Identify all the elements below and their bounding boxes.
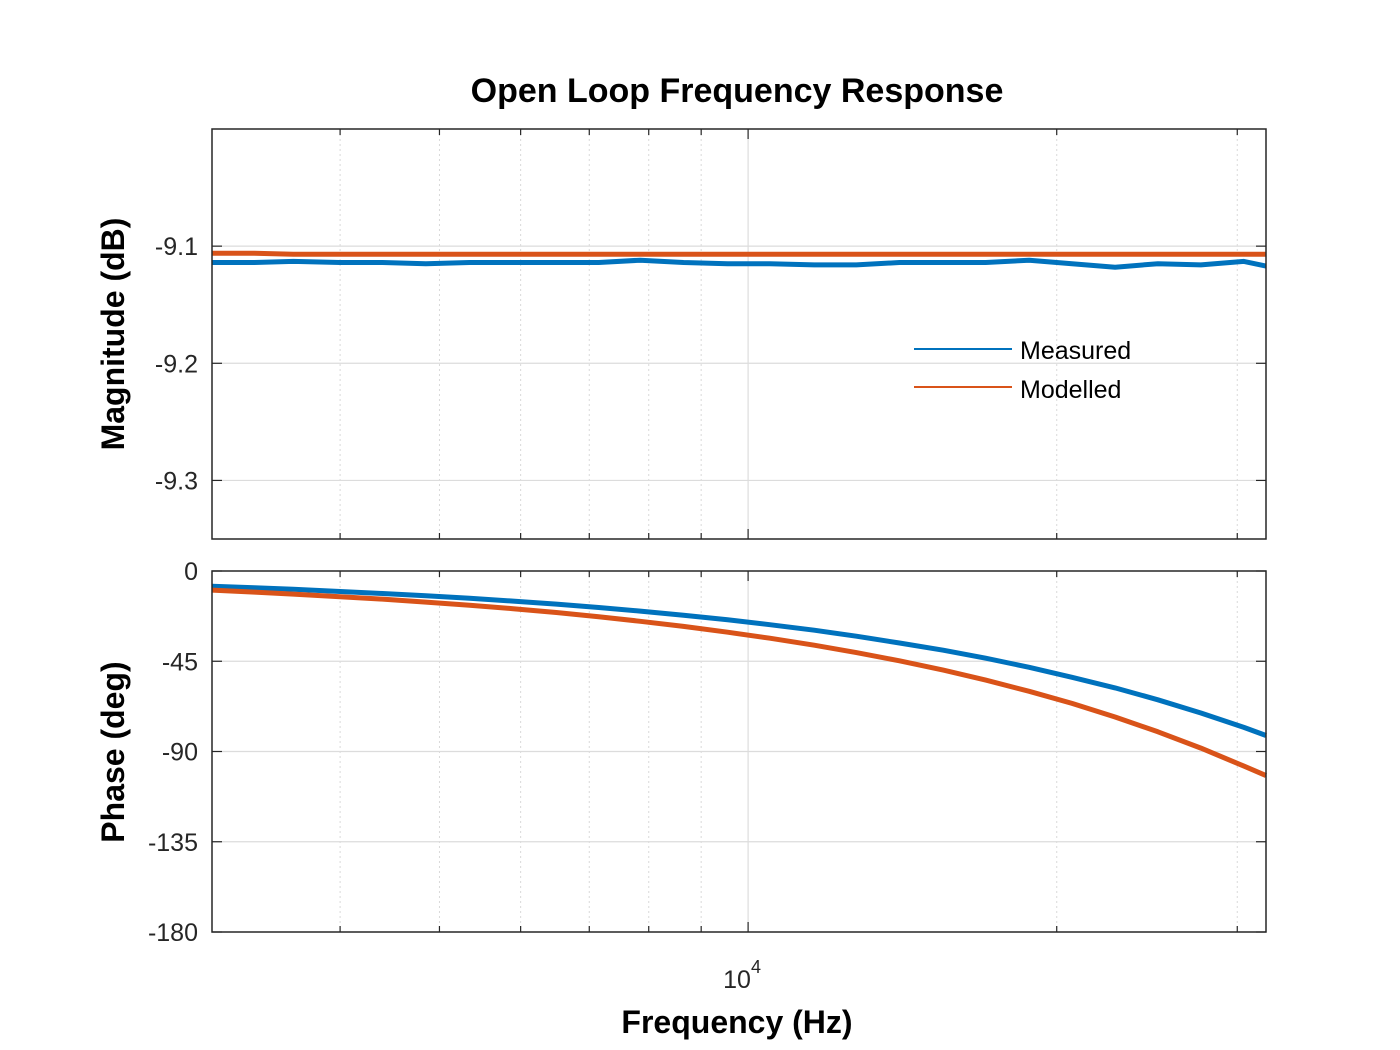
phase-line-measured [211,583,1267,738]
magnitude-plot-area [212,129,1266,539]
magnitude-y-ticks: -9.1 -9.2 -9.3 [155,129,1266,539]
legend: Measured Modelled [914,337,1131,404]
phase-y-tick-label: -180 [148,919,198,947]
x-axis-label: Frequency (Hz) [621,1004,852,1040]
phase-y-ticks: 0 -45 -90 -135 -180 [148,558,1266,947]
phase-y-tick-label: 0 [184,558,198,586]
x-tick-exponent: 4 [751,957,761,977]
phase-y-tick-label: -135 [148,829,198,857]
magnitude-y-tick-label: -9.2 [155,350,198,378]
x-tick-label-10e4: 10 4 [723,957,761,994]
phase-ylabel: Phase (deg) [95,661,131,842]
magnitude-axes-box [211,128,1267,540]
magnitude-grid [212,129,1266,539]
legend-label-measured: Measured [1020,337,1131,365]
magnitude-line-modelled [212,250,1266,257]
phase-y-tick-label: -45 [162,648,198,676]
phase-line-modelled [211,587,1267,778]
legend-label-modelled: Modelled [1020,376,1121,404]
phase-y-tick-label: -90 [162,739,198,767]
magnitude-ylabel: Magnitude (dB) [95,218,131,451]
x-tick-base: 10 [723,966,751,994]
magnitude-line-measured [212,257,1267,270]
chart-title: Open Loop Frequency Response [471,72,1004,110]
magnitude-y-tick-label: -9.3 [155,467,198,495]
phase-series [211,583,1267,778]
phase-panel: 0 -45 -90 -135 -180 Phase (deg) [95,558,1267,947]
magnitude-panel: -9.1 -9.2 -9.3 Magnitude (dB) Measured Mod… [95,128,1267,540]
magnitude-series [212,250,1267,270]
magnitude-y-tick-label: -9.1 [155,233,198,261]
